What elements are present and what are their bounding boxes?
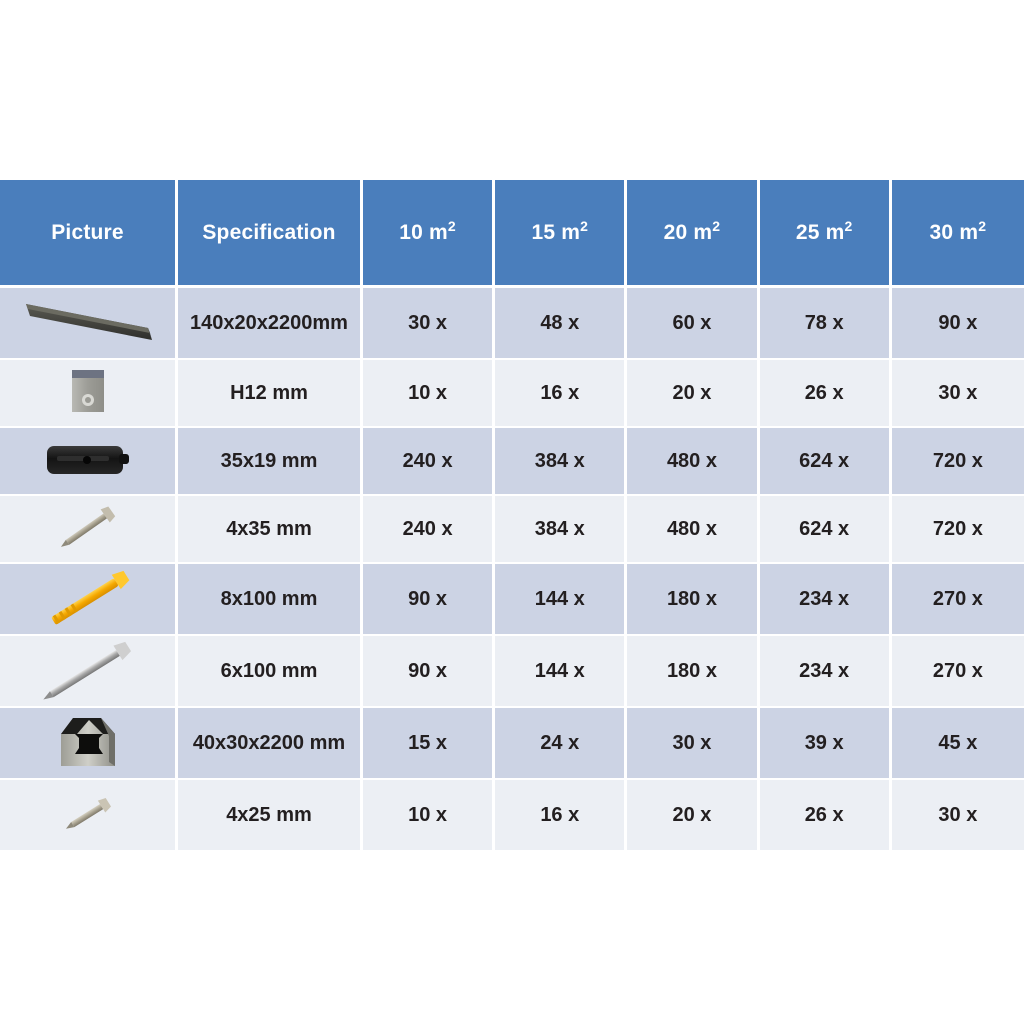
cell-qty-30: 270 x [891,636,1024,708]
column-header-picture: Picture [0,180,178,288]
cell-qty-25: 624 x [759,496,892,564]
table-row: 4x35 mm 240 x 384 x 480 x 624 x 720 x [0,496,1024,564]
table-row: H12 mm 10 x 16 x 20 x 26 x 30 x [0,360,1024,428]
parts-table-container: Picture Specification 10 m2 15 m2 20 m2 … [0,180,1024,852]
column-header-10m2: 10 m2 [363,180,496,288]
black-plastic-clip-icon [0,430,175,492]
cell-qty-15: 16 x [495,780,628,852]
metal-starter-clip-icon [0,362,175,424]
cell-qty-25: 234 x [759,564,892,636]
cell-qty-10: 240 x [363,428,496,496]
column-header-25m2: 25 m2 [759,180,892,288]
header-label: 10 m [399,220,448,244]
column-header-20m2: 20 m2 [627,180,760,288]
cell-qty-20: 480 x [627,428,760,496]
cell-qty-15: 24 x [495,708,628,780]
table-row: 140x20x2200mm 30 x 48 x 60 x 78 x 90 x [0,288,1024,360]
cell-qty-25: 234 x [759,636,892,708]
short-screw-icon [0,784,175,846]
cell-specification: 40x30x2200 mm [178,708,363,780]
cell-picture [0,496,178,564]
cell-qty-10: 30 x [363,288,496,360]
cell-qty-20: 180 x [627,564,760,636]
cell-qty-10: 15 x [363,708,496,780]
cell-qty-10: 240 x [363,496,496,564]
cell-specification: 140x20x2200mm [178,288,363,360]
cell-qty-10: 10 x [363,360,496,428]
cell-qty-20: 30 x [627,708,760,780]
cell-specification: 8x100 mm [178,564,363,636]
cell-qty-10: 90 x [363,564,496,636]
cell-qty-30: 270 x [891,564,1024,636]
cell-qty-15: 16 x [495,360,628,428]
decking-board-icon [0,292,175,354]
cell-picture [0,564,178,636]
cell-qty-15: 144 x [495,564,628,636]
small-screw-icon [0,498,175,560]
header-sup: 2 [978,217,987,234]
header-sup: 2 [580,217,589,234]
long-nail-screw-icon [0,640,175,702]
cell-specification: 35x19 mm [178,428,363,496]
cell-qty-25: 78 x [759,288,892,360]
cell-qty-20: 20 x [627,360,760,428]
cell-qty-30: 30 x [891,780,1024,852]
cell-specification: 4x25 mm [178,780,363,852]
cell-specification: 6x100 mm [178,636,363,708]
column-header-specification: Specification [178,180,363,288]
table-row: 8x100 mm 90 x 144 x 180 x 234 x 270 x [0,564,1024,636]
table-header: Picture Specification 10 m2 15 m2 20 m2 … [0,180,1024,288]
cell-qty-30: 90 x [891,288,1024,360]
table-row: 6x100 mm 90 x 144 x 180 x 234 x 270 x [0,636,1024,708]
cell-qty-15: 144 x [495,636,628,708]
cell-qty-15: 48 x [495,288,628,360]
cell-qty-20: 20 x [627,780,760,852]
cell-qty-25: 624 x [759,428,892,496]
cell-qty-20: 180 x [627,636,760,708]
cell-qty-25: 26 x [759,360,892,428]
cell-qty-30: 45 x [891,708,1024,780]
decking-kit-parts-table: Picture Specification 10 m2 15 m2 20 m2 … [0,180,1024,852]
cell-picture [0,780,178,852]
cell-qty-30: 720 x [891,496,1024,564]
header-row: Picture Specification 10 m2 15 m2 20 m2 … [0,180,1024,288]
cell-qty-30: 30 x [891,360,1024,428]
header-label: 15 m [531,220,581,244]
cell-qty-25: 26 x [759,780,892,852]
cell-qty-10: 90 x [363,636,496,708]
cell-picture [0,288,178,360]
cell-picture [0,360,178,428]
header-label: 30 m [929,220,979,244]
cell-specification: 4x35 mm [178,496,363,564]
table-body: 140x20x2200mm 30 x 48 x 60 x 78 x 90 x [0,288,1024,852]
cell-picture [0,708,178,780]
header-sup: 2 [844,217,853,234]
header-label: 20 m [663,220,713,244]
cell-qty-20: 60 x [627,288,760,360]
cell-qty-25: 39 x [759,708,892,780]
cell-picture [0,636,178,708]
cell-qty-10: 10 x [363,780,496,852]
column-header-15m2: 15 m2 [495,180,628,288]
cell-qty-15: 384 x [495,496,628,564]
cell-specification: H12 mm [178,360,363,428]
header-sup: 2 [447,217,456,234]
table-row: 40x30x2200 mm 15 x 24 x 30 x 39 x 45 x [0,708,1024,780]
joist-profile-icon [0,712,175,774]
cell-qty-15: 384 x [495,428,628,496]
header-label: 25 m [795,220,845,244]
header-sup: 2 [712,217,721,234]
cell-qty-20: 480 x [627,496,760,564]
header-label: Specification [202,220,336,244]
header-label: Picture [51,220,124,244]
table-row: 4x25 mm 10 x 16 x 20 x 26 x 30 x [0,780,1024,852]
cell-picture [0,428,178,496]
column-header-30m2: 30 m2 [891,180,1024,288]
cell-qty-30: 720 x [891,428,1024,496]
table-row: 35x19 mm 240 x 384 x 480 x 624 x 720 x [0,428,1024,496]
yellow-wall-plug-icon [0,568,175,630]
